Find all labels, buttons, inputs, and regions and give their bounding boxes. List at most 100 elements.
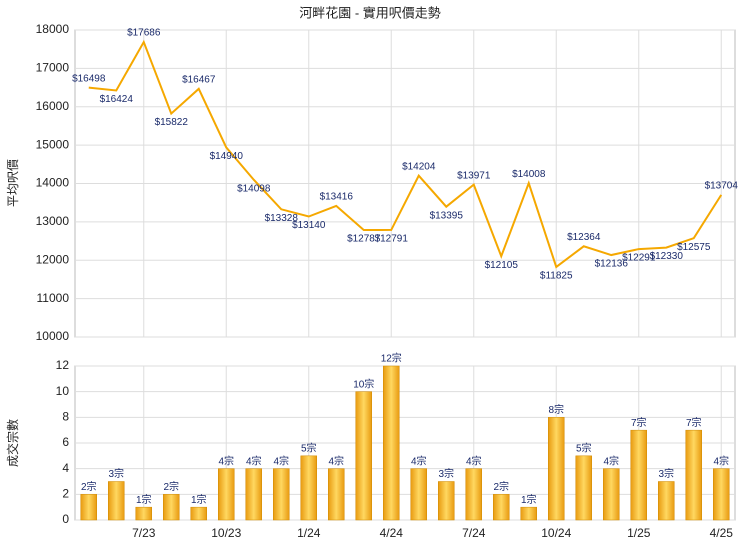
value-label: $16424 <box>100 94 134 105</box>
value-label: 4宗 <box>466 454 482 467</box>
bar <box>548 417 565 521</box>
value-label: $11825 <box>540 271 573 282</box>
value-label: $13395 <box>430 210 464 221</box>
value-label: 4宗 <box>246 454 262 467</box>
line <box>88 39 723 269</box>
value-label: $13140 <box>292 220 326 231</box>
bar <box>658 481 675 521</box>
y-tick-label: 10 <box>56 384 70 398</box>
value-label: 1宗 <box>191 493 207 506</box>
y-tick-label: 14000 <box>36 176 70 190</box>
bar <box>603 468 620 521</box>
y-tick-label: 12000 <box>36 252 70 266</box>
bar <box>135 506 152 521</box>
x-tick-label: 7/23 <box>132 526 156 540</box>
value-label: 3宗 <box>108 467 124 480</box>
bar <box>273 468 290 521</box>
bar <box>685 429 702 521</box>
value-label: $12364 <box>567 232 601 243</box>
value-label: $13416 <box>320 192 354 203</box>
y-tick-label: 16000 <box>36 99 70 113</box>
value-label: $14940 <box>210 151 244 162</box>
y-tick-label: 15000 <box>36 137 70 151</box>
y-tick-label: 2 <box>62 487 69 501</box>
value-label: 1宗 <box>136 493 152 506</box>
value-label: 5宗 <box>301 441 317 454</box>
y-tick-label: 6 <box>62 435 69 449</box>
bar <box>520 506 537 521</box>
value-label: 12宗 <box>381 352 402 365</box>
value-label: 1宗 <box>521 493 537 506</box>
y-axis-label: 成交宗數 <box>5 419 20 467</box>
bar <box>218 468 235 521</box>
bar <box>163 494 180 521</box>
value-label: 8宗 <box>548 403 564 416</box>
value-label: $16498 <box>72 73 106 84</box>
x-tick-label: 1/24 <box>297 526 321 540</box>
value-label: $12105 <box>485 260 519 271</box>
x-tick-label: 7/24 <box>462 526 486 540</box>
bar <box>80 494 97 521</box>
bar <box>465 468 482 521</box>
value-label: 3宗 <box>658 467 674 480</box>
y-axis-label: 平均呎價 <box>6 159 20 207</box>
y-tick-label: 10000 <box>36 329 70 343</box>
value-label: $14204 <box>402 161 436 172</box>
x-tick-label: 10/24 <box>541 526 571 540</box>
value-label: 4宗 <box>713 454 729 467</box>
bar <box>245 468 262 521</box>
value-label: 4宗 <box>218 454 234 467</box>
value-label: $13971 <box>457 170 491 181</box>
value-label: 2宗 <box>81 480 97 493</box>
y-tick-label: 11000 <box>37 291 70 305</box>
value-label: 5宗 <box>576 441 592 454</box>
value-label: 7宗 <box>686 416 702 429</box>
y-tick-label: 13000 <box>36 214 70 228</box>
value-label: $16467 <box>182 74 216 85</box>
y-tick-label: 17000 <box>36 61 70 75</box>
bar <box>438 481 455 521</box>
bar <box>355 391 372 521</box>
bar <box>108 481 125 521</box>
value-label: $14098 <box>237 183 271 194</box>
bar <box>300 455 317 521</box>
value-label: 2宗 <box>493 480 509 493</box>
value-label: $12787 <box>347 234 381 245</box>
value-label: $15822 <box>155 117 189 128</box>
x-tick-label: 4/25 <box>710 526 734 540</box>
bar <box>190 506 207 521</box>
chart-title: 河畔花園 - 實用呎價走勢 <box>299 5 441 20</box>
y-tick-label: 4 <box>62 461 69 475</box>
bar <box>410 468 427 521</box>
value-label: 2宗 <box>163 480 179 493</box>
value-label: $14008 <box>512 169 546 180</box>
value-label: 3宗 <box>438 467 454 480</box>
bar <box>713 468 730 521</box>
value-label: 4宗 <box>411 454 427 467</box>
bar <box>630 429 647 521</box>
y-tick-label: 12 <box>56 358 70 372</box>
value-label: $12136 <box>595 259 629 270</box>
value-label: $12791 <box>375 234 409 245</box>
y-tick-label: 18000 <box>36 22 70 36</box>
bar <box>575 455 592 521</box>
value-label: $12575 <box>677 242 711 253</box>
x-tick-label: 1/25 <box>627 526 651 540</box>
value-label: $13328 <box>265 213 299 224</box>
y-tick-label: 0 <box>62 512 69 526</box>
value-label: 4宗 <box>273 454 289 467</box>
value-label: $12291 <box>622 253 656 264</box>
value-label: $17686 <box>127 28 161 39</box>
bar <box>383 365 400 521</box>
x-tick-label: 10/23 <box>211 526 241 540</box>
value-label: 7宗 <box>631 416 647 429</box>
value-label: $13704 <box>705 180 739 191</box>
value-label: 4宗 <box>603 454 619 467</box>
value-label: $12330 <box>650 251 684 262</box>
y-tick-label: 8 <box>62 410 69 424</box>
bar <box>493 494 510 521</box>
value-label: 4宗 <box>328 454 344 467</box>
bar <box>328 468 345 521</box>
value-label: 10宗 <box>353 377 374 390</box>
